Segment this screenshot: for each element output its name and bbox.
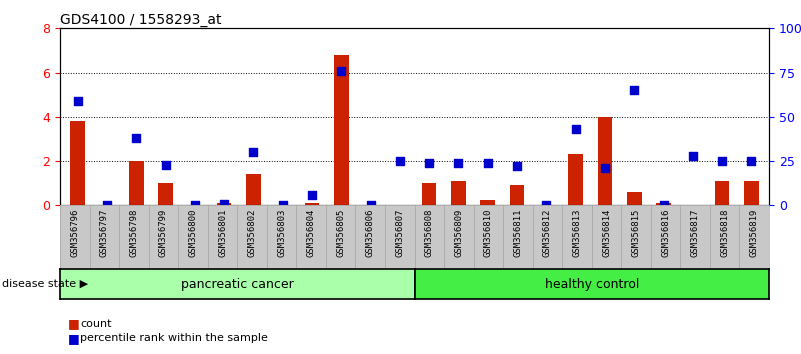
Point [247,149,260,155]
Point [101,202,114,208]
Point [657,202,670,208]
Point [276,202,289,208]
Point [218,201,231,206]
Text: GSM356801: GSM356801 [218,209,227,257]
Text: GSM356809: GSM356809 [454,209,463,257]
Text: GSM356802: GSM356802 [248,209,256,257]
Point [188,202,201,208]
Text: GSM356804: GSM356804 [307,209,316,257]
Text: count: count [80,319,111,329]
Text: ■: ■ [68,318,80,330]
Text: GSM356814: GSM356814 [602,209,611,257]
Bar [481,200,495,205]
Point [306,192,319,198]
Point [540,202,553,208]
Bar [598,117,612,205]
Text: GSM356811: GSM356811 [513,209,522,257]
Text: GSM356815: GSM356815 [631,209,641,257]
Text: GSM356819: GSM356819 [750,209,759,257]
Text: GSM356796: GSM356796 [70,209,79,257]
Point [686,153,699,159]
Bar [627,192,642,205]
Text: GSM356816: GSM356816 [661,209,670,257]
Text: GSM356797: GSM356797 [100,209,109,257]
Bar [159,183,173,205]
Text: GSM356813: GSM356813 [573,209,582,257]
Text: GSM356808: GSM356808 [425,209,434,257]
Point [71,98,84,104]
Point [130,135,143,141]
Bar [568,154,583,205]
Text: GSM356806: GSM356806 [366,209,375,257]
Text: percentile rank within the sample: percentile rank within the sample [80,333,268,343]
Text: GSM356800: GSM356800 [188,209,198,257]
Text: GDS4100 / 1558293_at: GDS4100 / 1558293_at [60,13,222,27]
Bar [217,203,231,205]
Point [598,165,611,171]
Bar [422,183,437,205]
Point [393,158,406,164]
Point [570,126,582,132]
Text: ■: ■ [68,332,80,344]
Text: disease state ▶: disease state ▶ [2,279,89,289]
Point [159,162,172,167]
Text: GSM356810: GSM356810 [484,209,493,257]
Text: GSM356807: GSM356807 [395,209,405,257]
Point [510,164,523,169]
Point [364,202,377,208]
Text: GSM356817: GSM356817 [690,209,699,257]
Text: GSM356812: GSM356812 [543,209,552,257]
Point [423,160,436,166]
Point [452,160,465,166]
Bar [70,121,85,205]
Bar [714,181,730,205]
Text: GSM356818: GSM356818 [720,209,729,257]
Text: GSM356798: GSM356798 [130,209,139,257]
Point [481,160,494,166]
Bar [744,181,759,205]
Bar [334,55,348,205]
Text: pancreatic cancer: pancreatic cancer [181,278,294,291]
Point [745,158,758,164]
Text: healthy control: healthy control [545,278,639,291]
Text: GSM356803: GSM356803 [277,209,286,257]
Point [335,68,348,74]
Text: GSM356799: GSM356799 [159,209,168,257]
Bar [246,175,261,205]
Point [628,87,641,93]
Bar [304,203,320,205]
Bar [451,181,465,205]
Text: GSM356805: GSM356805 [336,209,345,257]
Point [715,158,728,164]
Bar [129,161,143,205]
Bar [656,203,670,205]
Bar [509,185,525,205]
